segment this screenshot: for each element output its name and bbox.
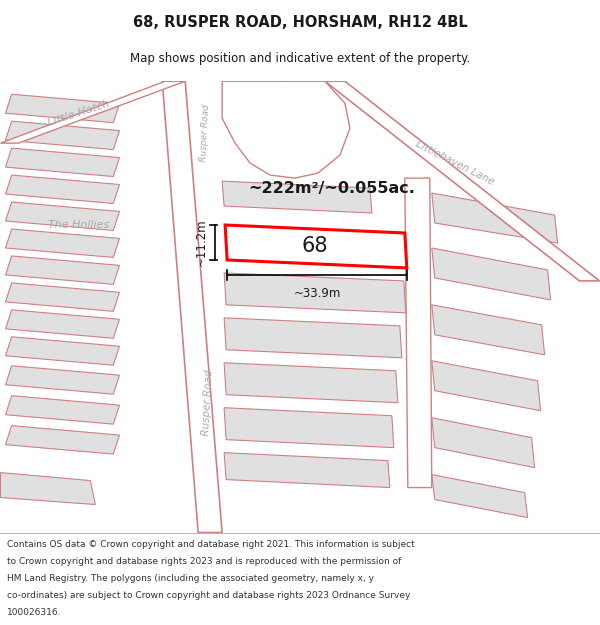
Polygon shape (5, 366, 119, 394)
Polygon shape (222, 81, 350, 178)
Polygon shape (432, 193, 557, 243)
Text: The Hollies: The Hollies (48, 220, 109, 230)
Text: ~222m²/~0.055ac.: ~222m²/~0.055ac. (248, 181, 415, 196)
Polygon shape (432, 418, 535, 468)
Text: Little Hatch: Little Hatch (46, 99, 110, 128)
Polygon shape (405, 178, 432, 488)
Polygon shape (1, 472, 95, 504)
Polygon shape (5, 148, 119, 176)
Text: co-ordinates) are subject to Crown copyright and database rights 2023 Ordnance S: co-ordinates) are subject to Crown copyr… (7, 591, 410, 600)
Polygon shape (224, 408, 394, 447)
Text: ~33.9m: ~33.9m (293, 287, 341, 300)
Polygon shape (5, 121, 119, 149)
Text: Map shows position and indicative extent of the property.: Map shows position and indicative extent… (130, 52, 470, 65)
Polygon shape (432, 248, 551, 300)
Polygon shape (5, 175, 119, 204)
Polygon shape (5, 94, 119, 122)
Polygon shape (5, 396, 119, 424)
Polygon shape (5, 337, 119, 365)
Text: 68: 68 (302, 236, 328, 256)
Polygon shape (5, 229, 119, 258)
Text: to Crown copyright and database rights 2023 and is reproduced with the permissio: to Crown copyright and database rights 2… (7, 557, 401, 566)
Polygon shape (432, 305, 545, 355)
Text: Rusper Road: Rusper Road (202, 369, 215, 436)
Text: Contains OS data © Crown copyright and database right 2021. This information is : Contains OS data © Crown copyright and d… (7, 540, 415, 549)
Polygon shape (222, 181, 372, 213)
Text: Rusper Road: Rusper Road (199, 104, 211, 162)
Polygon shape (325, 81, 599, 281)
Text: ~11.2m: ~11.2m (195, 219, 208, 266)
Polygon shape (5, 256, 119, 284)
Polygon shape (1, 81, 185, 143)
Polygon shape (5, 426, 119, 454)
Text: HM Land Registry. The polygons (including the associated geometry, namely x, y: HM Land Registry. The polygons (includin… (7, 574, 374, 583)
Polygon shape (5, 283, 119, 311)
Polygon shape (5, 310, 119, 338)
Text: Littlehaven Lane: Littlehaven Lane (414, 139, 496, 188)
Polygon shape (224, 452, 390, 488)
Text: 100026316.: 100026316. (7, 608, 62, 618)
Polygon shape (224, 362, 398, 403)
Polygon shape (432, 474, 527, 518)
Polygon shape (224, 318, 402, 357)
Polygon shape (224, 273, 406, 313)
Polygon shape (230, 81, 300, 105)
Polygon shape (162, 81, 222, 532)
Polygon shape (225, 225, 407, 268)
Polygon shape (432, 361, 541, 411)
Text: 68, RUSPER ROAD, HORSHAM, RH12 4BL: 68, RUSPER ROAD, HORSHAM, RH12 4BL (133, 15, 467, 30)
Polygon shape (5, 202, 119, 231)
